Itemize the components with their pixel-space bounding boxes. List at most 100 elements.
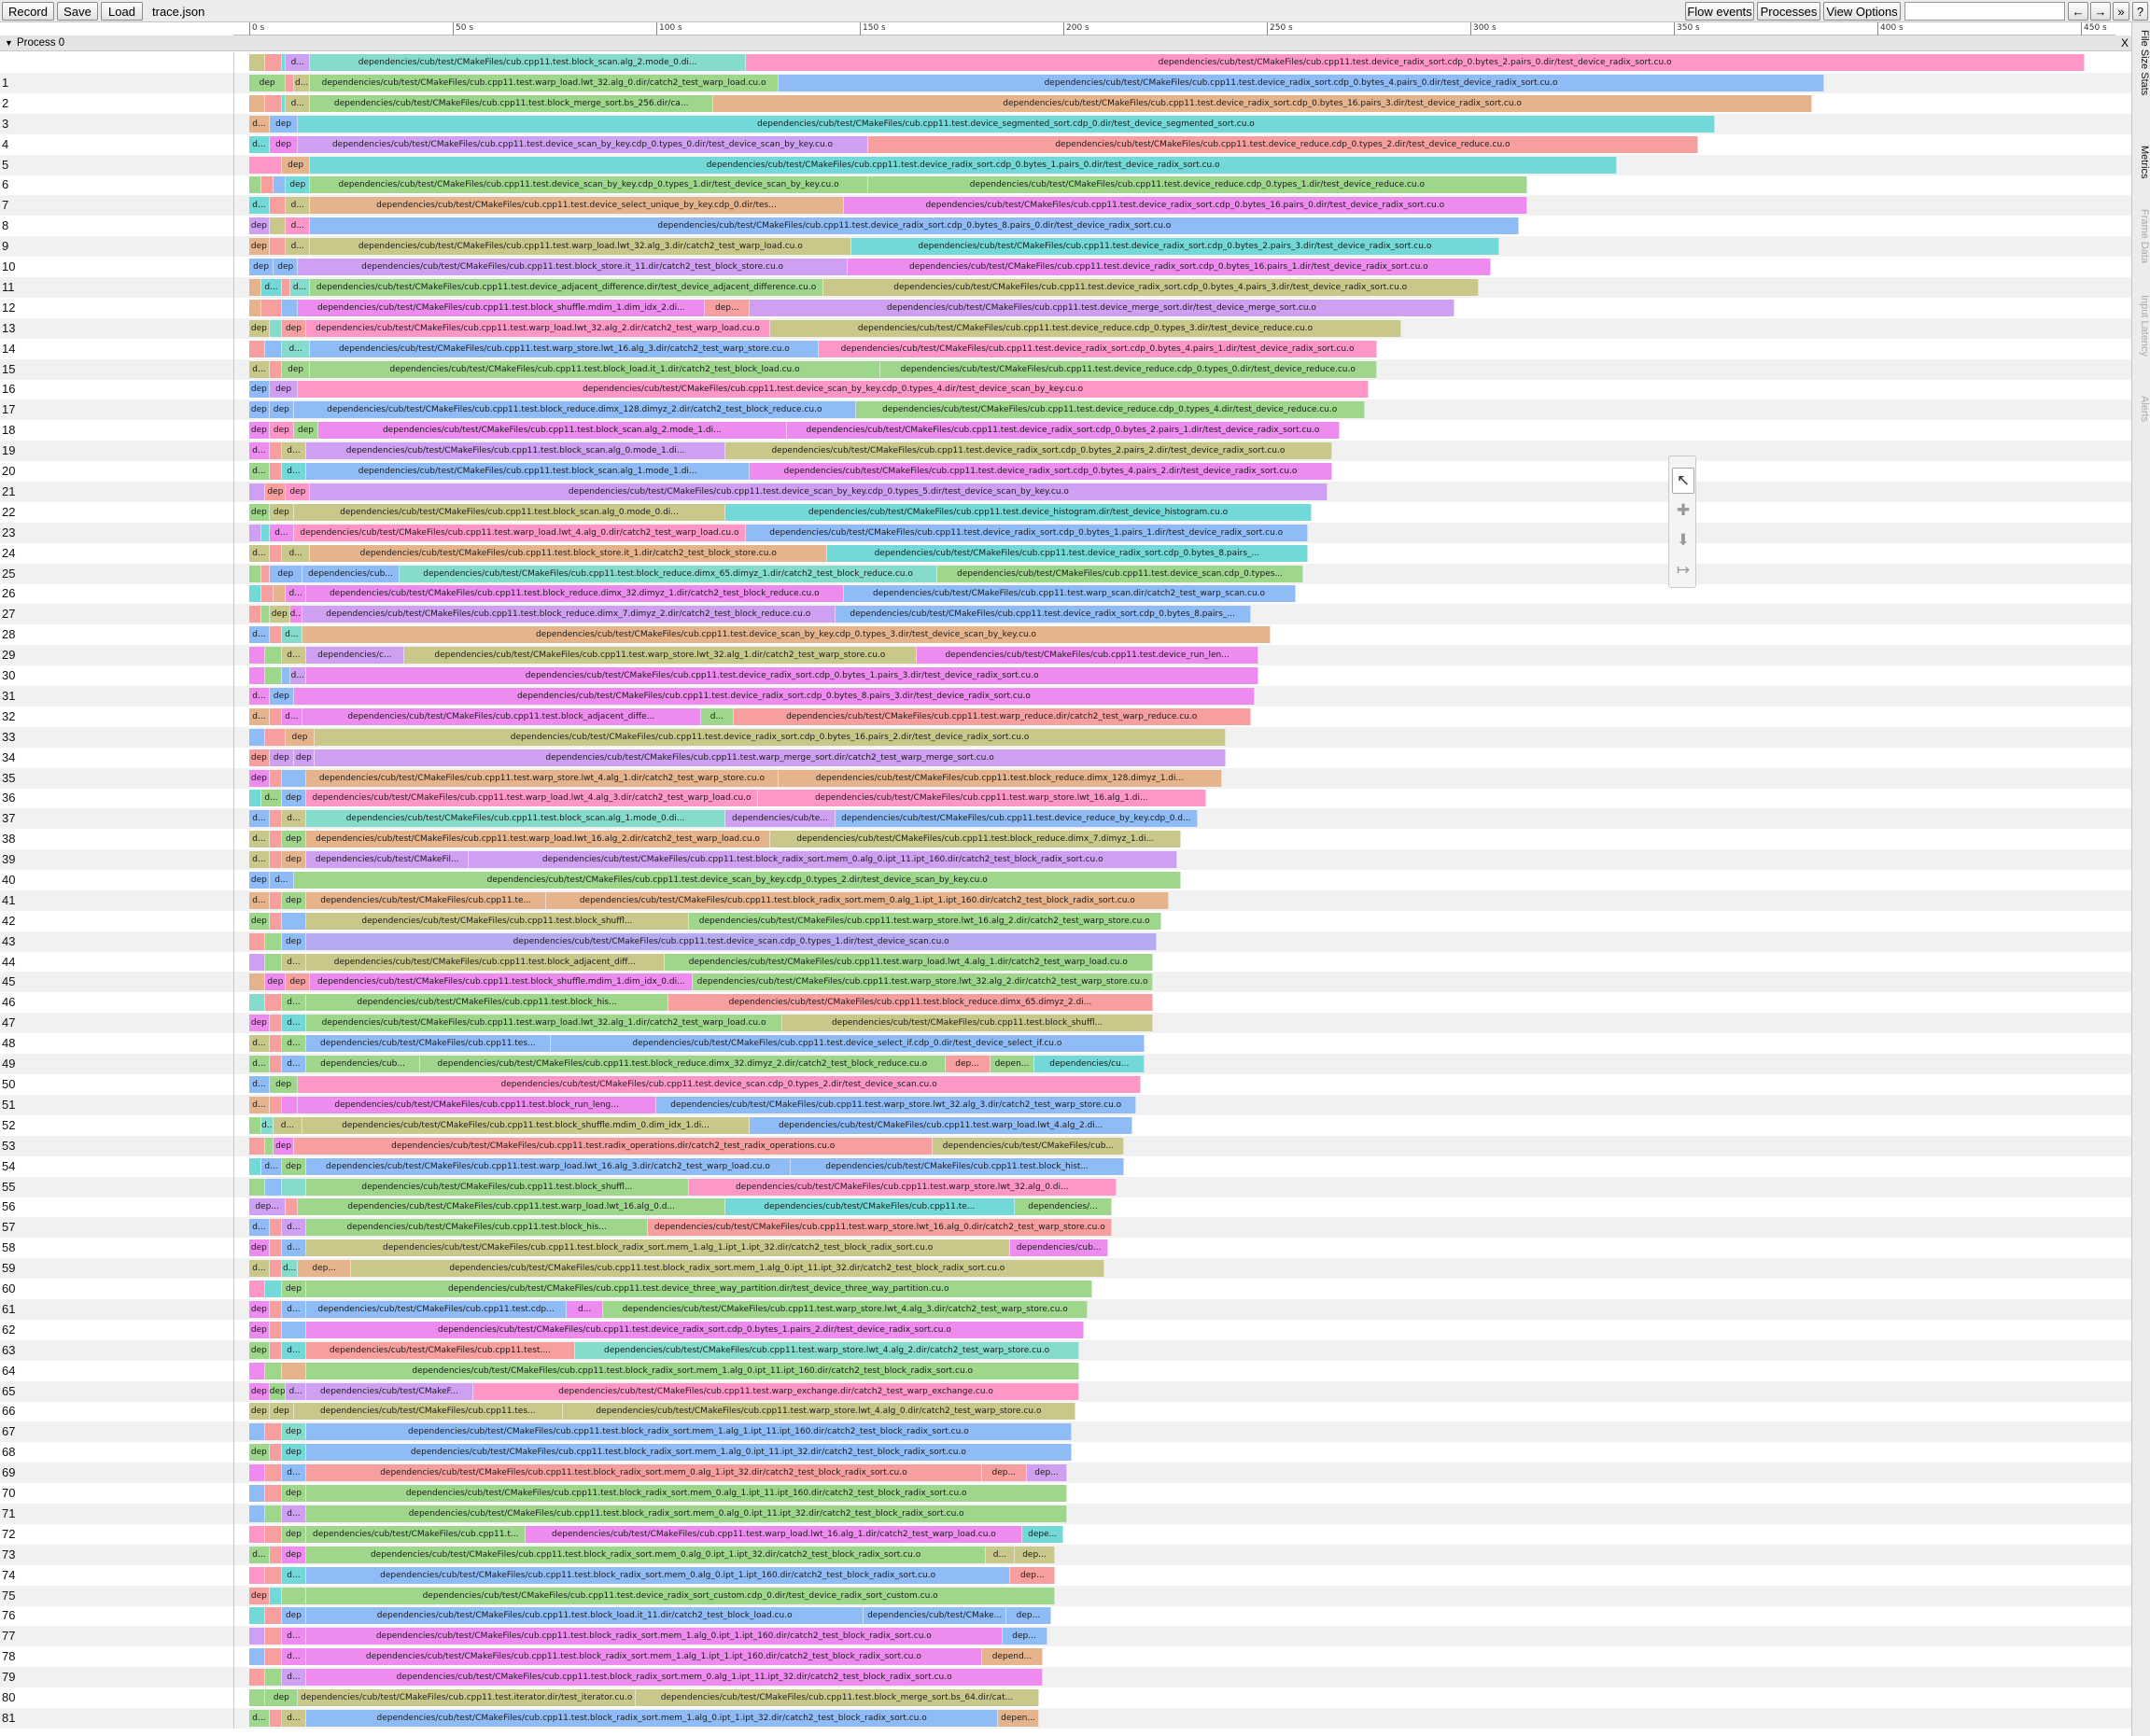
thread-track[interactable]: 1 dep d... dependencies/cub/test/CMakeFiles… — [0, 73, 2131, 93]
trace-slice[interactable] — [269, 197, 287, 214]
trace-slice[interactable]: dependencies/cub... — [302, 566, 400, 582]
trace-slice[interactable]: dependencies/cub/test/CMakeFiles/cub.cpp… — [306, 954, 665, 971]
thread-track[interactable]: 38 d... dep dependencies/cub/test/CMakeFile… — [0, 829, 2131, 849]
trace-slice[interactable]: dep — [281, 1526, 307, 1543]
pan-icon[interactable]: ✚ — [1676, 500, 1691, 520]
trace-slice[interactable]: dependencies/cub/test/CMakeFiles/cub.cpp… — [293, 401, 856, 418]
trace-slice[interactable]: dep — [269, 688, 294, 705]
trace-slice[interactable]: dependencies/cub/test/CMakeFiles/cub.cpp… — [310, 75, 779, 91]
trace-slice[interactable] — [274, 176, 287, 193]
time-ruler[interactable]: 0 s 50 s 100 s 150 s 200 s 250 s 300 s 350 s 400… — [233, 22, 2115, 35]
trace-slice[interactable]: dependencies/cub/test/CMakeFiles/cub.cpp… — [302, 708, 701, 725]
thread-track[interactable]: 30 d... dependencies/cub/test/CMakeFiles/c… — [0, 665, 2131, 686]
trace-slice[interactable]: dep... — [981, 1464, 1027, 1481]
thread-track[interactable]: 41 d... dep dependencies/cub/test/CMakeFile… — [0, 890, 2131, 911]
trace-slice[interactable]: dependencies/cub/test/CMakeFiles/cub.cpp… — [310, 483, 1328, 500]
trace-slice[interactable] — [249, 54, 266, 71]
trace-slice[interactable] — [269, 1588, 282, 1604]
trace-slice[interactable] — [269, 1015, 282, 1031]
trace-slice[interactable]: dep — [249, 259, 274, 275]
trace-slice[interactable]: d... — [281, 1056, 307, 1072]
trace-slice[interactable] — [265, 1567, 282, 1584]
trace-slice[interactable]: dep — [269, 401, 294, 418]
thread-track[interactable]: 65 dep dep d... dependencies/cub/test/CMakeF… — [0, 1381, 2131, 1402]
thread-track[interactable]: 53 dep dependencies/cub/test/CMakeFiles/cu… — [0, 1136, 2131, 1156]
trace-slice[interactable]: dependencies/cub/test/CMakeFiles/cub.cpp… — [298, 1689, 637, 1706]
trace-slice[interactable] — [269, 913, 282, 930]
thread-track[interactable]: 81 d... d... dependencies/cub/test/CMakeFil… — [0, 1708, 2131, 1729]
trace-slice[interactable]: d... — [249, 892, 270, 909]
trace-slice[interactable]: dependencies/cub/test/CMakeFiles/cub.cpp… — [822, 279, 1479, 296]
thread-track[interactable]: 35 dep dependencies/cub/test/CMakeFiles/cu… — [0, 768, 2131, 789]
thread-track[interactable]: 17 dep dep dependencies/cub/test/CMakeFiles… — [0, 399, 2131, 420]
trace-slice[interactable] — [261, 525, 270, 541]
trace-slice[interactable]: dependencies/cub/test/CMakeFiles/cub.cpp… — [688, 913, 1161, 930]
trace-slice[interactable]: d... — [261, 790, 282, 806]
trace-slice[interactable]: dep — [293, 422, 319, 439]
trace-slice[interactable]: dependencies/cub/test/CMakeFiles/cub.cpp… — [306, 1342, 575, 1359]
trace-slice[interactable]: depen... — [990, 1056, 1035, 1072]
trace-slice[interactable]: dependencies/cub/test/CMakeFiles/cub.cpp… — [750, 300, 1454, 316]
trace-slice[interactable]: d... — [281, 994, 307, 1011]
trace-slice[interactable] — [249, 954, 266, 971]
thread-track[interactable]: 37 d... d... dependencies/cub/test/CMakeFil… — [0, 808, 2131, 829]
trace-slice[interactable] — [249, 95, 266, 112]
trace-slice[interactable]: dep — [249, 401, 270, 418]
trace-slice[interactable]: dep — [249, 749, 270, 766]
trace-slice[interactable]: dependencies/cub/test/CMakeFiles/cub.cpp… — [298, 116, 1715, 133]
zoom-icon[interactable]: ⬇ — [1676, 530, 1691, 550]
thread-track[interactable]: 67 dep dependencies/cub/test/CMakeFiles/cu… — [0, 1421, 2131, 1442]
trace-slice[interactable]: dep — [249, 217, 270, 234]
trace-slice[interactable]: dep — [281, 831, 307, 847]
trace-slice[interactable]: dependencies/cub/test/CMakeFiles/cub.cpp… — [306, 933, 1158, 950]
trace-slice[interactable]: dependencies/cub/test/CMakeFiles/cub.cpp… — [306, 1547, 987, 1563]
trace-slice[interactable]: dependencies/cub/test/CMakeFiles/cub.cpp… — [306, 1567, 1011, 1584]
trace-slice[interactable]: dependencies/cub/test/CMakeFiles/cub.cpp… — [847, 259, 1491, 275]
trace-slice[interactable]: d... — [286, 54, 311, 71]
trace-slice[interactable] — [265, 1281, 282, 1297]
trace-slice[interactable]: d... — [249, 1097, 270, 1113]
trace-slice[interactable]: dependencies/cub/test/CMakeFiles/cub.cpp… — [302, 626, 1272, 643]
trace-slice[interactable]: dep — [269, 381, 299, 398]
trace-slice[interactable] — [249, 1158, 262, 1175]
thread-track[interactable]: 9 dep d... dependencies/cub/test/CMakeFiles… — [0, 236, 2131, 257]
trace-slice[interactable] — [249, 1669, 266, 1686]
trace-slice[interactable] — [265, 1485, 282, 1502]
flow-events-button[interactable]: Flow events — [1685, 2, 1754, 21]
trace-slice[interactable]: dependencies/cub/test/CMakeFiles/cub.cpp… — [310, 217, 1520, 234]
thread-track[interactable]: 64 dependencies/cub/test/CMakeFiles/cub.c… — [0, 1361, 2131, 1381]
trace-slice[interactable] — [269, 463, 282, 480]
trace-slice[interactable]: dep — [269, 749, 294, 766]
thread-track[interactable]: 22 dep dep dependencies/cub/test/CMakeFiles… — [0, 502, 2131, 523]
trace-slice[interactable] — [274, 585, 287, 602]
trace-slice[interactable]: d... — [261, 279, 282, 296]
trace-slice[interactable]: dep... — [298, 1260, 351, 1277]
trace-slice[interactable]: dependencies/cub/test/CMakeFiles/cub.cpp… — [310, 54, 746, 71]
save-button[interactable]: Save — [57, 2, 98, 21]
trace-slice[interactable]: dep — [286, 176, 311, 193]
trace-slice[interactable]: d... — [249, 545, 270, 562]
trace-slice[interactable] — [269, 892, 282, 909]
trace-slice[interactable] — [249, 1648, 266, 1665]
trace-slice[interactable] — [265, 994, 282, 1011]
trace-slice[interactable]: d... — [249, 197, 270, 214]
trace-slice[interactable]: dep — [281, 157, 311, 174]
trace-slice[interactable]: dependencies/cub/test/CMakeFiles/cub.cpp… — [400, 566, 937, 582]
trace-slice[interactable]: dependencies/cub/test/CMakeFiles/cub.cpp… — [603, 1301, 1089, 1318]
trace-slice[interactable]: dep — [281, 320, 307, 337]
trace-slice[interactable]: dep — [293, 749, 315, 766]
trace-slice[interactable]: dependencies/cub/test/CMakeFiles/cub.cpp… — [302, 1117, 751, 1134]
trace-slice[interactable] — [249, 279, 262, 296]
trace-slice[interactable]: dependencies/cub/test/CMakeFiles/cub.cpp… — [725, 1198, 1015, 1215]
trace-slice[interactable] — [265, 1464, 282, 1481]
thread-track[interactable]: 18 dep dep dep dependencies/cub/test/CMakeFi… — [0, 420, 2131, 441]
trace-slice[interactable] — [281, 300, 299, 316]
trace-slice[interactable]: dependencies/cub/test/CMakeFiles/cub.cpp… — [293, 1138, 934, 1155]
side-tab-alerts[interactable]: Alerts — [2139, 396, 2150, 423]
trace-slice[interactable]: dependencies/cub/test/CMakeFiles/cub.cpp… — [725, 504, 1312, 521]
trace-slice[interactable]: d... — [281, 463, 307, 480]
trace-slice[interactable] — [249, 1363, 266, 1379]
trace-slice[interactable] — [269, 238, 287, 255]
trace-slice[interactable]: d... — [289, 279, 311, 296]
thread-track[interactable]: 56 dep... dependencies/cub/test/CMakeFiles… — [0, 1197, 2131, 1217]
